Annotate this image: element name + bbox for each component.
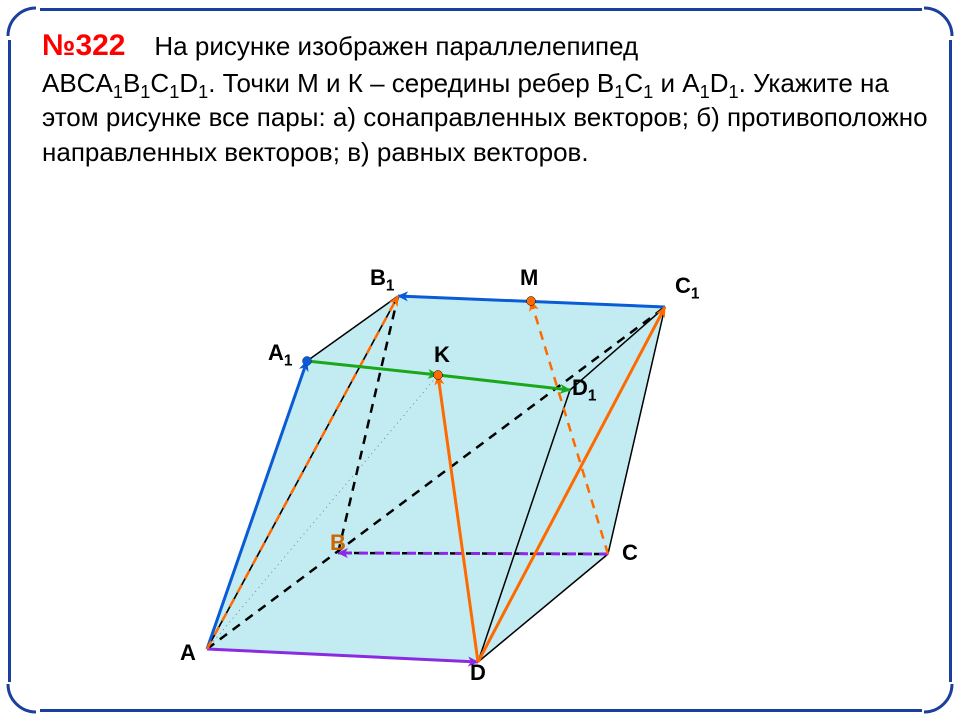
label-C1: C1 bbox=[675, 273, 699, 303]
label-C: C bbox=[622, 540, 638, 566]
label-A: A bbox=[180, 640, 196, 666]
label-K: K bbox=[434, 342, 450, 368]
label-D1: D1 bbox=[572, 375, 596, 405]
parallelepiped-diagram bbox=[0, 0, 960, 720]
label-A1: A1 bbox=[268, 340, 292, 370]
label-D: D bbox=[470, 660, 486, 686]
label-B: B bbox=[330, 530, 346, 556]
slide-stage: №322 На рисунке изображен параллелепипед… bbox=[0, 0, 960, 720]
label-B1: B1 bbox=[370, 265, 394, 295]
label-M: M bbox=[520, 265, 538, 291]
